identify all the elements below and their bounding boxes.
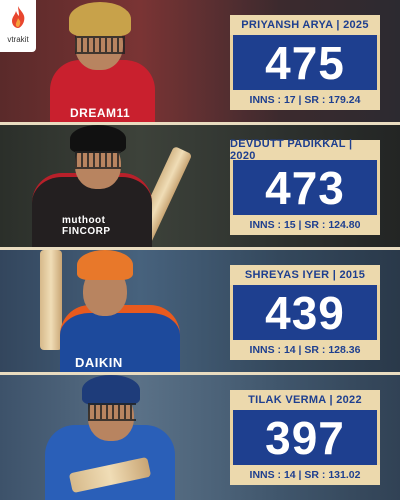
bat-graphic — [40, 250, 62, 350]
jersey-sponsor: muthoot FINCORP — [62, 215, 111, 237]
player-figure: DAIKIN — [35, 250, 185, 372]
flame-icon — [12, 6, 25, 28]
brand-logo: vtrakit — [0, 0, 36, 52]
runs-value: 439 — [265, 287, 345, 339]
player-figure — [40, 375, 190, 500]
panel-divider — [0, 122, 400, 125]
stat-card: PRIYANSH ARYA | 2025 475 INNS : 17 | SR … — [230, 15, 380, 110]
jersey-sponsor: DAIKIN — [75, 355, 123, 370]
innings-strike-rate: INNS : 17 | SR : 179.24 — [230, 90, 380, 110]
player-title: TILAK VERMA | 2022 — [230, 390, 380, 410]
player-panel-1: DREAM11 PRIYANSH ARYA | 2025 475 INNS : … — [0, 0, 400, 122]
player-panel-3: DAIKIN SHREYAS IYER | 2015 439 INNS : 14… — [0, 250, 400, 372]
jersey-sponsor: DREAM11 — [70, 106, 131, 120]
panel-divider — [0, 247, 400, 250]
innings-strike-rate: INNS : 14 | SR : 128.36 — [230, 340, 380, 360]
stat-card: SHREYAS IYER | 2015 439 INNS : 14 | SR :… — [230, 265, 380, 360]
player-figure: DREAM11 — [45, 0, 165, 122]
player-title: SHREYAS IYER | 2015 — [230, 265, 380, 285]
innings-strike-rate: INNS : 14 | SR : 131.02 — [230, 465, 380, 485]
innings-strike-rate: INNS : 15 | SR : 124.80 — [230, 215, 380, 235]
runs-value: 397 — [265, 412, 345, 464]
runs-value: 475 — [265, 37, 345, 89]
stat-card: DEVDUTT PADIKKAL | 2020 473 INNS : 15 | … — [230, 138, 380, 235]
player-title: PRIYANSH ARYA | 2025 — [230, 15, 380, 35]
player-panel-4: TILAK VERMA | 2022 397 INNS : 14 | SR : … — [0, 375, 400, 500]
brand-name: vtrakit — [7, 35, 29, 44]
player-title: DEVDUTT PADIKKAL | 2020 — [230, 138, 380, 162]
player-figure: muthoot FINCORP — [20, 125, 160, 247]
panel-divider — [0, 372, 400, 375]
stat-card: TILAK VERMA | 2022 397 INNS : 14 | SR : … — [230, 390, 380, 485]
runs-value: 473 — [265, 162, 345, 214]
player-panel-2: muthoot FINCORP DEVDUTT PADIKKAL | 2020 … — [0, 125, 400, 247]
